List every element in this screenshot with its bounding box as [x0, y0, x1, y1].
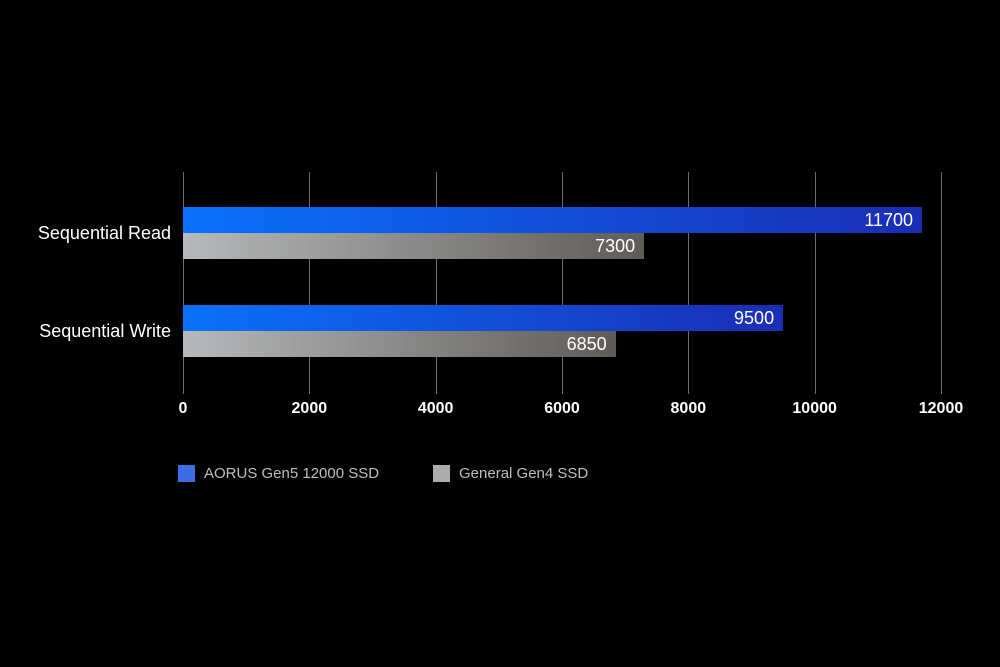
- legend-item-general-gen4-ssd: General Gen4 SSD: [433, 465, 588, 482]
- gridline: [941, 172, 942, 394]
- bar-sequential-write-aorus-gen5-12000-ssd: 9500: [183, 305, 784, 331]
- x-tick-label: 0: [178, 400, 188, 417]
- x-tick-label: 4000: [417, 400, 454, 417]
- category-label-sequential-read: Sequential Read: [37, 223, 171, 243]
- gridline: [562, 172, 563, 394]
- bar-value-label: 11700: [864, 209, 914, 230]
- legend-swatch: [433, 465, 450, 482]
- bar-value-label: 7300: [595, 235, 636, 256]
- x-tick-label: 10000: [792, 400, 837, 417]
- category-label-sequential-write: Sequential Write: [39, 321, 171, 341]
- x-tick-label: 12000: [918, 400, 964, 417]
- bar-value-label: 9500: [734, 307, 775, 328]
- gridline: [435, 172, 437, 394]
- x-tick-label: 6000: [544, 400, 580, 417]
- legend-label: AORUS Gen5 12000 SSD: [204, 465, 380, 482]
- legend-item-aorus-gen5-12000-ssd: AORUS Gen5 12000 SSD: [178, 465, 379, 482]
- gridline: [309, 172, 311, 394]
- bar-sequential-read-aorus-gen5-12000-ssd: 11700: [183, 207, 923, 233]
- x-tick-label: 8000: [670, 400, 707, 417]
- legend-label: General Gen4 SSD: [459, 465, 589, 482]
- bar-value-label: 6850: [566, 333, 607, 354]
- legend-swatch: [178, 465, 195, 482]
- bar-sequential-write-general-gen4-ssd: 6850: [183, 331, 616, 357]
- x-tick-label: 2000: [291, 400, 328, 417]
- bar-sequential-read-general-gen4-ssd: 7300: [183, 233, 645, 259]
- gridline: [814, 172, 816, 394]
- gridline: [183, 172, 184, 394]
- gridline: [688, 172, 690, 394]
